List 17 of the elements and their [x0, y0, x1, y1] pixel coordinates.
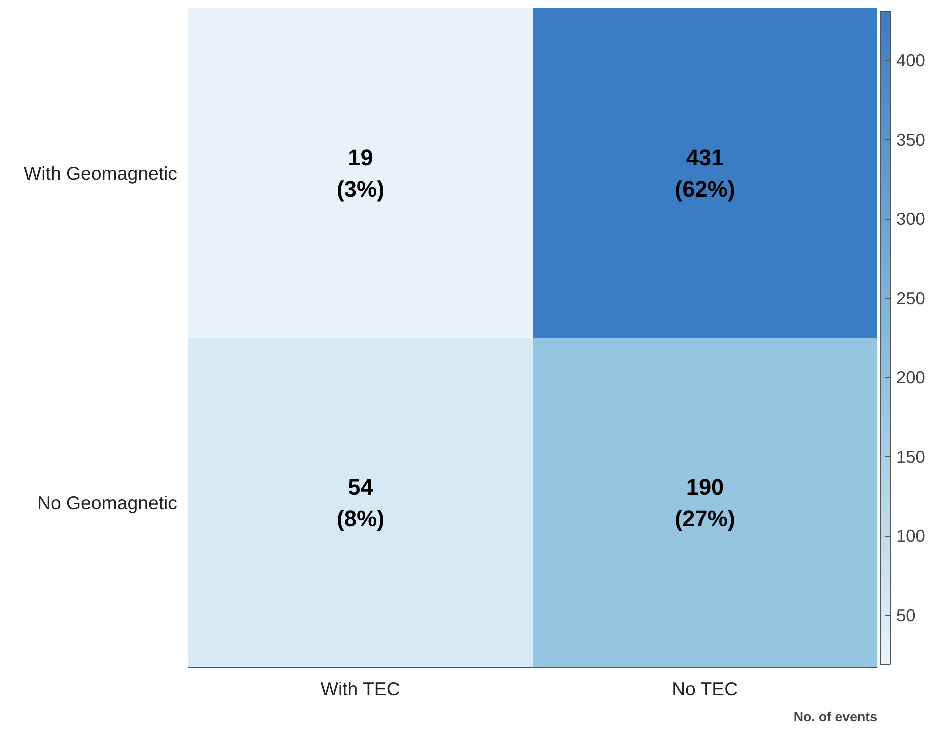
color-bar-label: 150 — [896, 446, 926, 467]
data-label: 190 (27%) — [675, 474, 736, 532]
data-label: 431 (62%) — [675, 144, 736, 202]
x-tick-label: With TEC — [320, 678, 400, 700]
color-bar-label: 200 — [896, 368, 926, 388]
color-bar-label: 100 — [896, 526, 926, 546]
data-label: 19 (3%) — [336, 144, 385, 202]
color-bar-label: 300 — [896, 209, 926, 230]
color-bar-label: 350 — [896, 130, 926, 150]
y-tick-label: With Geomagnetic — [24, 162, 178, 184]
color-bar-label: 250 — [896, 288, 926, 308]
y-tick-label: No Geomagnetic — [38, 492, 178, 514]
data-label: 54 (8%) — [336, 474, 385, 532]
color-bar-label: 50 — [896, 605, 916, 626]
color-bar-title: No. of events — [794, 710, 878, 724]
x-tick-label: No TEC — [672, 678, 738, 700]
color-bar-label: 400 — [896, 50, 926, 71]
